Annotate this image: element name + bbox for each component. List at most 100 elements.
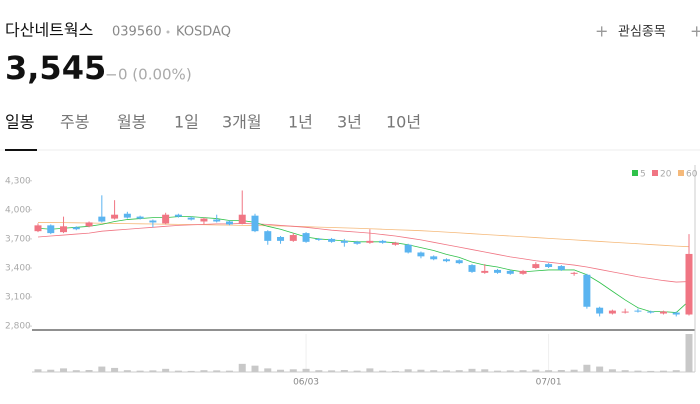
candle-body [47, 225, 55, 234]
separator [166, 30, 170, 34]
volume-bar [494, 370, 502, 372]
candle-body [213, 219, 221, 222]
volume-bar [200, 370, 208, 372]
candle-body [353, 241, 361, 244]
volume-bar [340, 370, 348, 372]
period-tab[interactable]: 주봉 [60, 113, 89, 132]
volume-bar [430, 370, 438, 372]
stock-code: 039560 [112, 25, 162, 40]
volume-bar [60, 368, 68, 372]
period-tab[interactable]: 3년 [337, 113, 362, 132]
volume-bar [72, 370, 80, 372]
volume-bar [557, 370, 565, 372]
candle-body [621, 311, 629, 313]
market: KOSDAQ [176, 25, 231, 40]
candle-body [685, 253, 693, 315]
candle-body [659, 311, 667, 314]
volume-bar [647, 370, 655, 372]
candle-body [72, 227, 80, 230]
candle-body [340, 240, 348, 243]
volume-bar [391, 370, 399, 372]
moving-average-line [38, 222, 690, 248]
candle-body [277, 236, 285, 241]
candle-body [302, 233, 310, 242]
volume-bar [238, 363, 246, 372]
volume-bar [149, 370, 157, 372]
volume-bar [481, 369, 489, 372]
volume-bar [264, 368, 272, 372]
candle-chart: 2,800 3,100 3,400 3,700 4,000 4,300 06/03 07/01… [5, 165, 698, 388]
watch-label[interactable]: 관심종목 [618, 25, 666, 40]
moving-average-line [37, 223, 690, 283]
y-tick-label: 3,100 [5, 293, 31, 303]
change: 0 (0.00%) [118, 66, 192, 84]
candle-body [123, 213, 131, 218]
candle-body [596, 307, 604, 314]
volume-bar [213, 370, 221, 372]
candle-body [379, 240, 387, 243]
legend-swatch [652, 170, 658, 176]
volume-bar [506, 370, 514, 372]
legend-swatch [632, 170, 638, 176]
candle-body [251, 215, 259, 232]
candle-body [149, 220, 157, 223]
volume-bar [111, 367, 119, 372]
x-tick-label: 07/01 [536, 378, 562, 388]
volume-bar [519, 370, 527, 372]
volume-bar [98, 366, 106, 372]
volume-bar [251, 365, 259, 372]
watch-button[interactable]: + 관심종목 [595, 22, 666, 41]
candle-body [672, 312, 680, 315]
volume-bar [187, 370, 195, 372]
stock-name: 다산네트웍스 [5, 21, 93, 40]
candle-body [289, 235, 297, 241]
volume-bar [379, 370, 387, 372]
candle-body [481, 270, 489, 273]
period-tab[interactable]: 10년 [386, 113, 421, 132]
candle-body [85, 222, 93, 227]
legend-label: 5 [640, 170, 646, 180]
candle-body [634, 310, 642, 312]
volume-bar [455, 370, 463, 372]
volume-bar [417, 369, 425, 372]
volume-bar [596, 366, 604, 372]
volume-bar [174, 370, 182, 372]
candle-body [455, 260, 463, 264]
volume-bar [468, 368, 476, 372]
period-tab[interactable]: 일봉 [5, 113, 34, 132]
period-tab[interactable]: 3개월 [222, 113, 262, 132]
volume-bar [404, 369, 412, 372]
volume-bar [442, 370, 450, 372]
candle-body [417, 252, 425, 257]
y-tick-label: 4,300 [5, 176, 31, 186]
plus-icon: + [595, 22, 608, 41]
candle-body [647, 311, 655, 313]
candle-body [608, 310, 616, 314]
legend-swatch [678, 170, 684, 176]
candle-body [98, 216, 106, 222]
period-tab[interactable]: 1일 [174, 113, 199, 132]
volume-bar [608, 369, 616, 372]
volume-bar [366, 368, 374, 372]
legend-label: 60 [686, 170, 698, 180]
period-tab[interactable]: 월봉 [117, 113, 146, 132]
volume-bar [315, 370, 323, 372]
candle-body [366, 240, 374, 243]
candle-body [557, 266, 565, 270]
price: 3,545 [5, 49, 106, 87]
candle-body [60, 226, 68, 233]
candle-body [174, 214, 182, 217]
more-icon[interactable]: + [690, 22, 700, 41]
volume-bar [289, 369, 297, 372]
candle-body [442, 259, 450, 262]
volume-bar [532, 369, 540, 372]
volume-bar [225, 370, 233, 372]
change-sign: − [105, 66, 118, 84]
candle-body [238, 214, 246, 224]
y-tick-label: 3,700 [5, 234, 31, 244]
volume-bar [162, 368, 170, 372]
x-tick-label: 06/03 [293, 378, 319, 388]
period-tab[interactable]: 1년 [288, 113, 313, 132]
